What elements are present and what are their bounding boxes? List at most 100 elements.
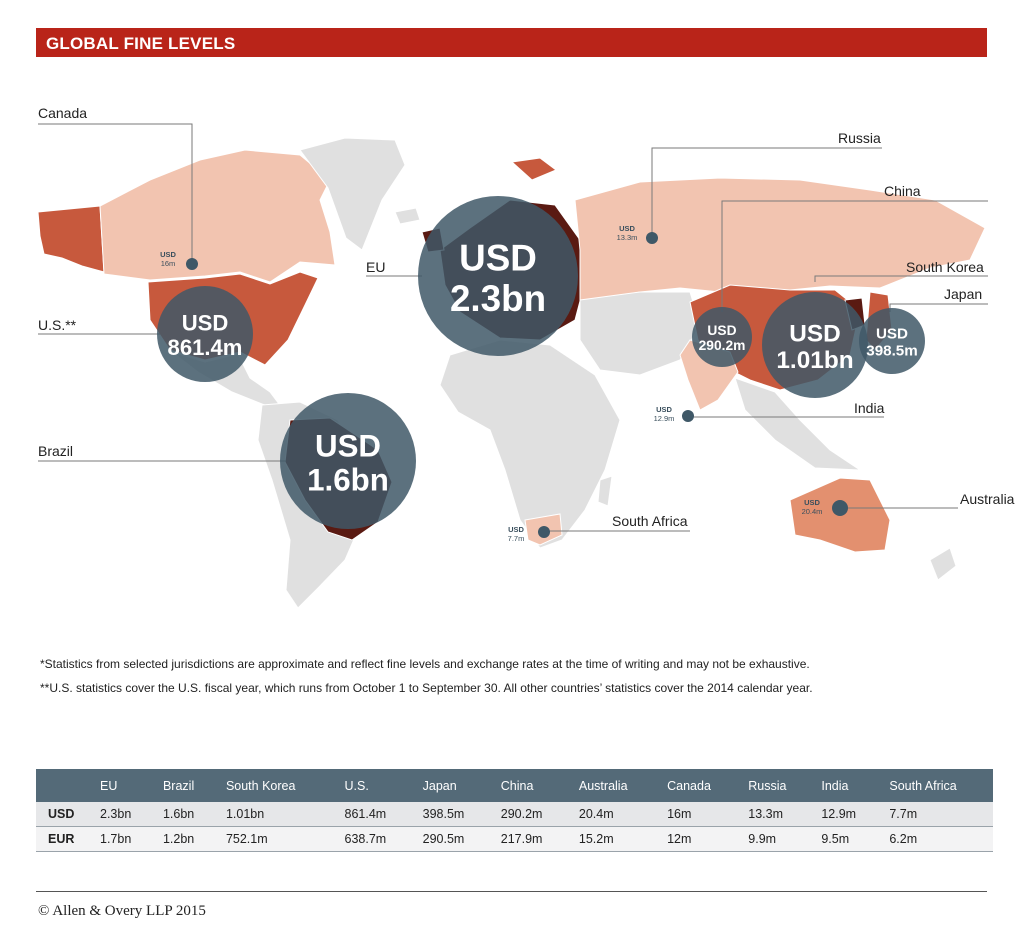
column-header: South Africa [877, 769, 993, 802]
table-cell: 2.3bn [88, 802, 151, 827]
region-label: Australia [960, 491, 1015, 507]
column-header: South Korea [213, 769, 333, 802]
land-middle-east-central-asia [579, 291, 701, 376]
column-header: Brazil [150, 769, 214, 802]
bubble-circle [280, 393, 416, 529]
bubble-value: 398.5m [866, 342, 917, 359]
row-header: USD [36, 802, 88, 827]
row-header: EUR [36, 826, 88, 852]
bubble-value: 2.3bn [450, 278, 546, 319]
table-header-row: EU Brazil South Korea U.S. Japan China Austral… [36, 769, 993, 802]
bubble-currency: USD [160, 250, 176, 259]
footnote-1: *Statistics from selected jurisdictions … [40, 657, 810, 671]
region-label: Brazil [38, 443, 74, 459]
bubble-currency: USD [508, 525, 524, 534]
column-header: Japan [410, 769, 489, 802]
fines-table: EU Brazil South Korea U.S. Japan China Austral… [36, 769, 993, 852]
leader-line [814, 275, 988, 282]
table-corner-cell [36, 769, 88, 802]
leader-lines [38, 123, 988, 532]
bubble-currency: USD [315, 428, 381, 463]
footnote-2: **U.S. statistics cover the U.S. fiscal … [40, 681, 813, 695]
bubble-circle [186, 258, 198, 270]
bubble-currency: USD [876, 326, 908, 343]
table-cell: 16m [655, 802, 737, 827]
table-cell: 1.6bn [150, 802, 214, 827]
land-svalbard [510, 157, 557, 181]
table-cell: 15.2m [566, 826, 656, 852]
bubble-circle [762, 292, 868, 398]
region-label: China [884, 183, 921, 199]
bubble-circle [682, 410, 694, 422]
table-cell: 1.2bn [150, 826, 214, 852]
table-body: USD 2.3bn 1.6bn 1.01bn 861.4m 398.5m 290.2m 20.… [36, 802, 993, 852]
column-header: Australia [566, 769, 656, 802]
column-header: Russia [736, 769, 810, 802]
table-cell: 6.2m [877, 826, 993, 852]
table-cell: 12.9m [809, 802, 878, 827]
table-cell: 398.5m [410, 802, 489, 827]
land-southeast-asia [734, 377, 862, 471]
bubble-currency: USD [656, 405, 672, 414]
table-cell: 9.5m [809, 826, 878, 852]
region-label: Canada [38, 105, 88, 121]
bubble-value: 13.3m [617, 233, 638, 242]
bubble-value: 1.01bn [776, 347, 853, 374]
table-cell: 20.4m [566, 802, 656, 827]
land-africa [439, 339, 621, 549]
land-alaska [37, 205, 105, 273]
title-bar: GLOBAL FINE LEVELS [36, 28, 987, 57]
table-cell: 290.5m [410, 826, 489, 852]
table-row: EUR 1.7bn 1.2bn 752.1m 638.7m 290.5m 217.9m 15.… [36, 826, 993, 852]
bubble-currency: USD [459, 237, 537, 278]
bubble-currency: USD [707, 323, 736, 338]
column-header: EU [88, 769, 151, 802]
land-canada [99, 149, 336, 283]
region-label: South Korea [906, 259, 984, 275]
bubble-value: 7.7m [508, 534, 525, 543]
bubble-circle [418, 196, 578, 356]
world-map: USD16mUSD861.4mUSD1.6bnUSD2.3bnUSD13.3mU… [37, 123, 988, 609]
table-cell: 290.2m [488, 802, 567, 827]
table-cell: 12m [655, 826, 737, 852]
region-label: India [854, 400, 885, 416]
bubble-currency: USD [182, 311, 229, 336]
region-label: EU [366, 259, 386, 275]
land-new-zealand [929, 547, 957, 581]
bubble-currency: USD [804, 498, 820, 507]
leader-line [651, 147, 882, 237]
leader-line [38, 123, 193, 262]
bubble-value: 861.4m [168, 335, 243, 360]
fine-bubbles: USD16mUSD861.4mUSD1.6bnUSD2.3bnUSD13.3mU… [157, 196, 925, 543]
bubble-circle [859, 308, 925, 374]
bubble-currency: USD [619, 224, 635, 233]
table-row: USD 2.3bn 1.6bn 1.01bn 861.4m 398.5m 290.2m 20.… [36, 802, 993, 827]
bubble-value: 20.4m [802, 507, 823, 516]
land-iceland [394, 207, 421, 225]
table-cell: 1.01bn [213, 802, 333, 827]
table-cell: 217.9m [488, 826, 567, 852]
table-cell: 861.4m [332, 802, 411, 827]
region-label: South Africa [612, 513, 688, 529]
bubble-value: 1.6bn [307, 463, 389, 498]
bubble-circle [832, 500, 848, 516]
column-header: India [809, 769, 878, 802]
footer-divider [36, 891, 987, 892]
leader-line [721, 200, 988, 312]
column-header: Canada [655, 769, 737, 802]
bubble-value: 16m [161, 259, 176, 268]
land-greenland [299, 137, 406, 251]
table-cell: 638.7m [332, 826, 411, 852]
bubble-circle [157, 286, 253, 382]
copyright: © Allen & Overy LLP 2015 [38, 903, 206, 919]
region-label: U.S.** [38, 317, 77, 333]
table-cell: 752.1m [213, 826, 333, 852]
bubble-currency: USD [789, 320, 840, 347]
column-header: U.S. [332, 769, 411, 802]
table-cell: 1.7bn [88, 826, 151, 852]
